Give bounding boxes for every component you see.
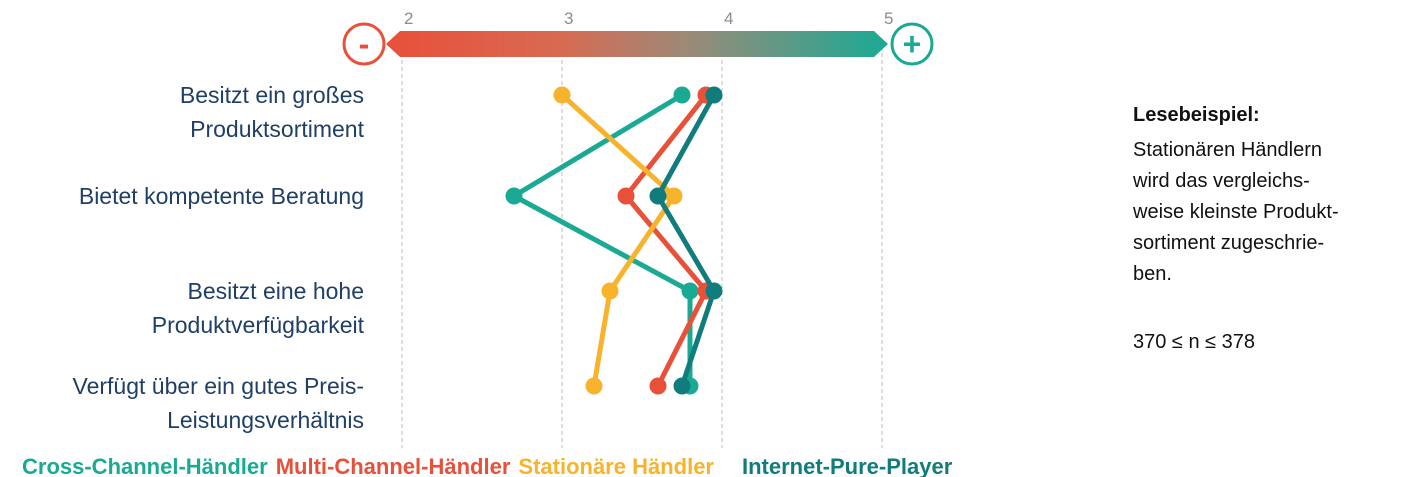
x-tick-label: 2 [404,9,413,28]
legend-entry: Cross-Channel-Händler [22,454,268,477]
data-point [673,86,691,104]
x-tick-label: 3 [564,9,573,28]
data-point [505,187,523,205]
plus-circle-icon [890,22,934,66]
data-point [681,282,699,300]
reading-example-line: weise kleinste Produkt- [1133,201,1339,223]
series-line [655,93,717,387]
reading-example-line: wird das vergleichs- [1133,170,1310,192]
data-point [705,86,723,104]
data-point [665,187,683,205]
x-tick-label: 5 [884,9,893,28]
reading-example-line: sortiment zugeschrie- [1133,232,1325,254]
category-label: Besitzt ein großes [180,82,364,108]
data-point [649,187,667,205]
series-lines [505,86,723,395]
reading-example: Lesebeispiel: Stationären Händlern wird … [1133,100,1403,358]
data-point [585,377,603,395]
scale-bar: - + [342,22,934,66]
scale-gradient-arrow [386,31,888,57]
data-point [705,282,723,300]
legend: Cross-Channel-Händler Multi-Channel-Händl… [22,454,953,477]
legend-entry: Multi-Channel-Händler [276,454,511,477]
category-label: Bietet kompetente Beratung [79,183,364,209]
category-label: Produktsortiment [190,116,364,142]
series-line [623,93,709,388]
category-label: Leistungsverhältnis [167,407,364,433]
legend-entry: Internet-Pure-Player [742,454,953,477]
plus-symbol: + [903,26,922,62]
series-line [560,93,677,387]
minus-circle-icon [342,22,386,66]
data-point [553,86,571,104]
category-label: Verfügt über ein gutes Preis- [73,373,365,399]
reading-example-title: Lesebeispiel: [1133,104,1260,126]
series [553,86,683,395]
sample-size-note: 370 ≤ n ≤ 378 [1133,331,1256,353]
grid-lines [401,46,883,448]
reading-example-line: ben. [1133,263,1172,285]
minus-symbol: - [359,26,370,62]
data-point [649,377,667,395]
series [617,86,715,395]
data-point [673,377,691,395]
series [649,86,723,395]
category-labels: Besitzt ein großes Produktsortiment Bietet… [73,82,365,433]
series-line [511,92,693,386]
reading-example-line: Stationären Händlern [1133,139,1323,161]
category-label: Besitzt eine hohe [188,278,364,304]
data-point [617,187,635,205]
category-label: Produktverfügbarkeit [152,312,365,338]
legend-entry: Stationäre Händler [518,454,714,477]
x-tick-labels: 2 3 4 5 [404,9,893,28]
data-point [601,282,619,300]
x-tick-label: 4 [724,9,733,28]
